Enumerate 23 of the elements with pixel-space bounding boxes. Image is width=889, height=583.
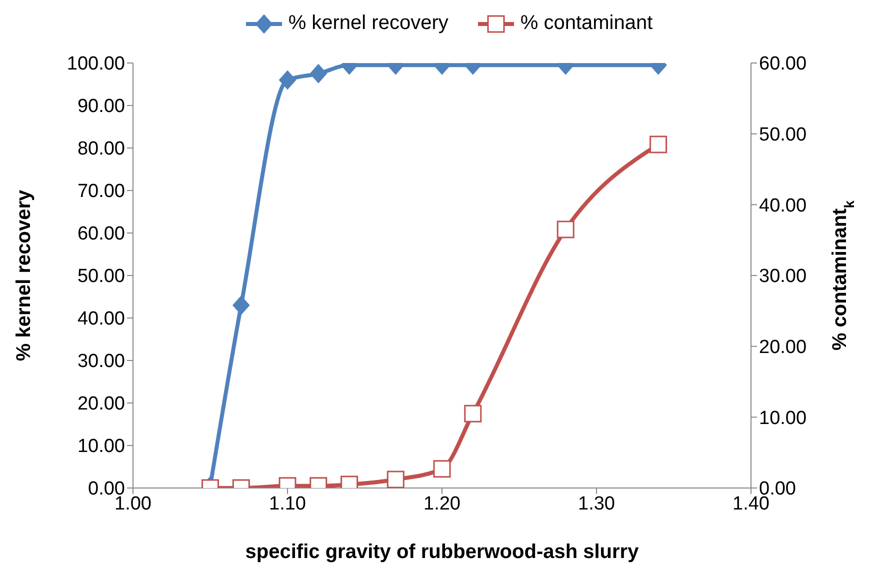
y2-tick-label: 10.00	[759, 408, 807, 429]
y-tick-label: 50.00	[77, 266, 125, 288]
y-tick-label: 70.00	[77, 181, 125, 202]
legend-label: % contaminant	[519, 12, 653, 35]
y2-tick-label: 20.00	[759, 337, 807, 358]
y2-tick-label: 30.00	[759, 266, 807, 288]
y2-tick-label: 40.00	[759, 195, 807, 216]
y-tick-label: 10.00	[77, 436, 125, 458]
x-tick-label: 1.30	[578, 493, 615, 514]
y-tick-label: 60.00	[77, 224, 125, 245]
x-tick-label: 1.10	[269, 493, 306, 514]
y-tick-label: 20.00	[77, 394, 125, 415]
y2-tick-label: 60.00	[759, 54, 807, 75]
y-tick-label: 80.00	[77, 138, 125, 160]
x-tick-label: 1.20	[424, 493, 460, 514]
y-tick-label: 30.00	[77, 351, 125, 372]
y-tick-label: 100.00	[66, 54, 125, 75]
y2-tick-label: 50.00	[759, 124, 807, 146]
x-axis-title: specific gravity of rubberwood-ash slurry	[245, 541, 640, 563]
y-axis-title: % kernel recovery	[13, 189, 35, 362]
y-tick-label: 40.00	[77, 308, 125, 330]
legend-label: % kernel recovery	[287, 12, 448, 35]
y-tick-label: 90.00	[77, 96, 125, 118]
